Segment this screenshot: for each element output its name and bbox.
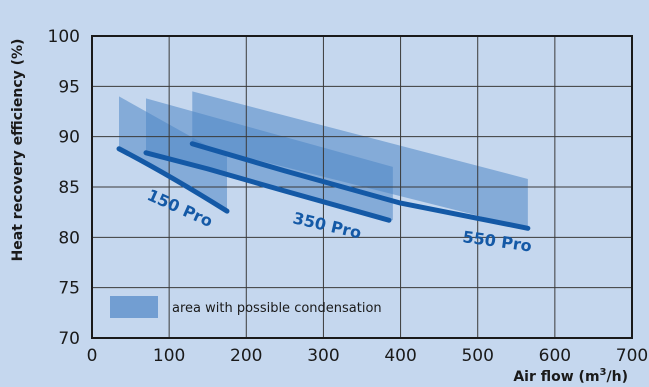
plot-frame <box>91 35 633 339</box>
y-tick-label: 95 <box>58 77 80 97</box>
x-tick-label: 0 <box>87 346 98 366</box>
y-tick-label: 80 <box>58 228 80 248</box>
legend-label: area with possible condensation <box>172 301 382 316</box>
x-axis-title: Air flow (m3/h) <box>513 367 628 385</box>
x-tick-label: 200 <box>230 346 262 366</box>
x-tick-label: 500 <box>461 346 493 366</box>
y-tick-label: 75 <box>58 279 80 299</box>
legend-swatch <box>110 296 158 318</box>
condensation-areas <box>119 91 528 229</box>
x-tick-label: 300 <box>307 346 339 366</box>
efficiency-curves <box>116 141 531 231</box>
axis-ticks: 0 100 200 300 400 500 600 700 70 75 80 85 90 95 100 <box>48 27 649 366</box>
curve-2 <box>189 141 531 231</box>
x-tick-label: 100 <box>153 346 185 366</box>
condensation-area-2 <box>192 91 528 229</box>
x-tick-label: 400 <box>384 346 416 366</box>
legend: area with possible condensation <box>110 296 382 318</box>
x-tick-label: 600 <box>539 346 571 366</box>
grid-lines <box>92 36 632 338</box>
y-axis-title: Heat recovery efficiency (%) <box>10 39 26 262</box>
y-tick-label: 85 <box>58 178 80 198</box>
y-tick-label: 70 <box>58 329 80 349</box>
y-tick-label: 90 <box>58 128 80 148</box>
curve-label-550-pro: 550 Pro <box>461 227 533 255</box>
x-tick-label: 700 <box>616 346 648 366</box>
curve-1 <box>143 150 392 223</box>
y-tick-label: 100 <box>48 27 80 47</box>
curve-0 <box>116 146 230 214</box>
